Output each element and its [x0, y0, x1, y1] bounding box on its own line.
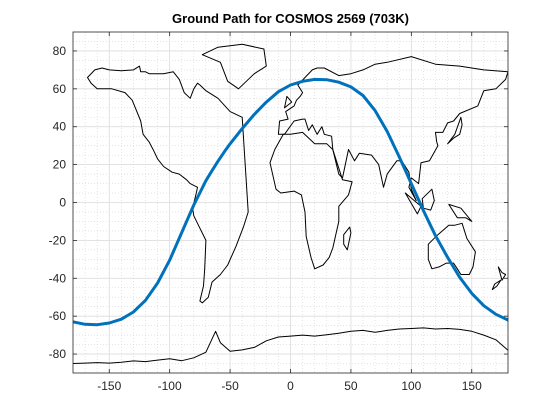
ticks: -150 -100 -50 0 50 100 150 -80 -60 -40 -20 0 20 40 60 8… [49, 32, 508, 393]
grid [73, 32, 508, 373]
y-tick-label: 80 [53, 44, 67, 58]
x-tick-label: -50 [221, 379, 239, 393]
coastline [427, 222, 476, 275]
x-tick-label: 100 [401, 379, 421, 393]
coastline [73, 327, 508, 364]
coastline [497, 266, 507, 281]
chart-title: Ground Path for COSMOS 2569 (703K) [172, 11, 409, 26]
y-tick-label: 20 [53, 158, 67, 172]
y-tick-label: -80 [49, 347, 67, 361]
coastline [448, 203, 473, 222]
x-tick-label: 50 [344, 379, 358, 393]
y-tick-label: 60 [53, 82, 67, 96]
coastline [343, 226, 352, 251]
x-tick-label: 0 [287, 379, 294, 393]
x-tick-label: -150 [97, 379, 121, 393]
coastline [87, 65, 249, 304]
y-tick-label: -20 [49, 233, 67, 247]
coastline [201, 43, 267, 90]
coastline [404, 192, 422, 215]
y-tick-label: -60 [49, 309, 67, 323]
coastline [447, 116, 463, 145]
coastline [277, 56, 508, 202]
y-tick-label: 0 [59, 196, 66, 210]
data-layer [73, 43, 508, 364]
y-tick-label: 40 [53, 120, 67, 134]
ground-track-line [73, 77, 508, 327]
x-tick-label: -100 [158, 379, 182, 393]
y-tick-label: -40 [49, 271, 67, 285]
coastline [269, 131, 353, 270]
coastline [491, 279, 502, 291]
coastline [284, 95, 293, 109]
x-tick-label: 150 [462, 379, 482, 393]
